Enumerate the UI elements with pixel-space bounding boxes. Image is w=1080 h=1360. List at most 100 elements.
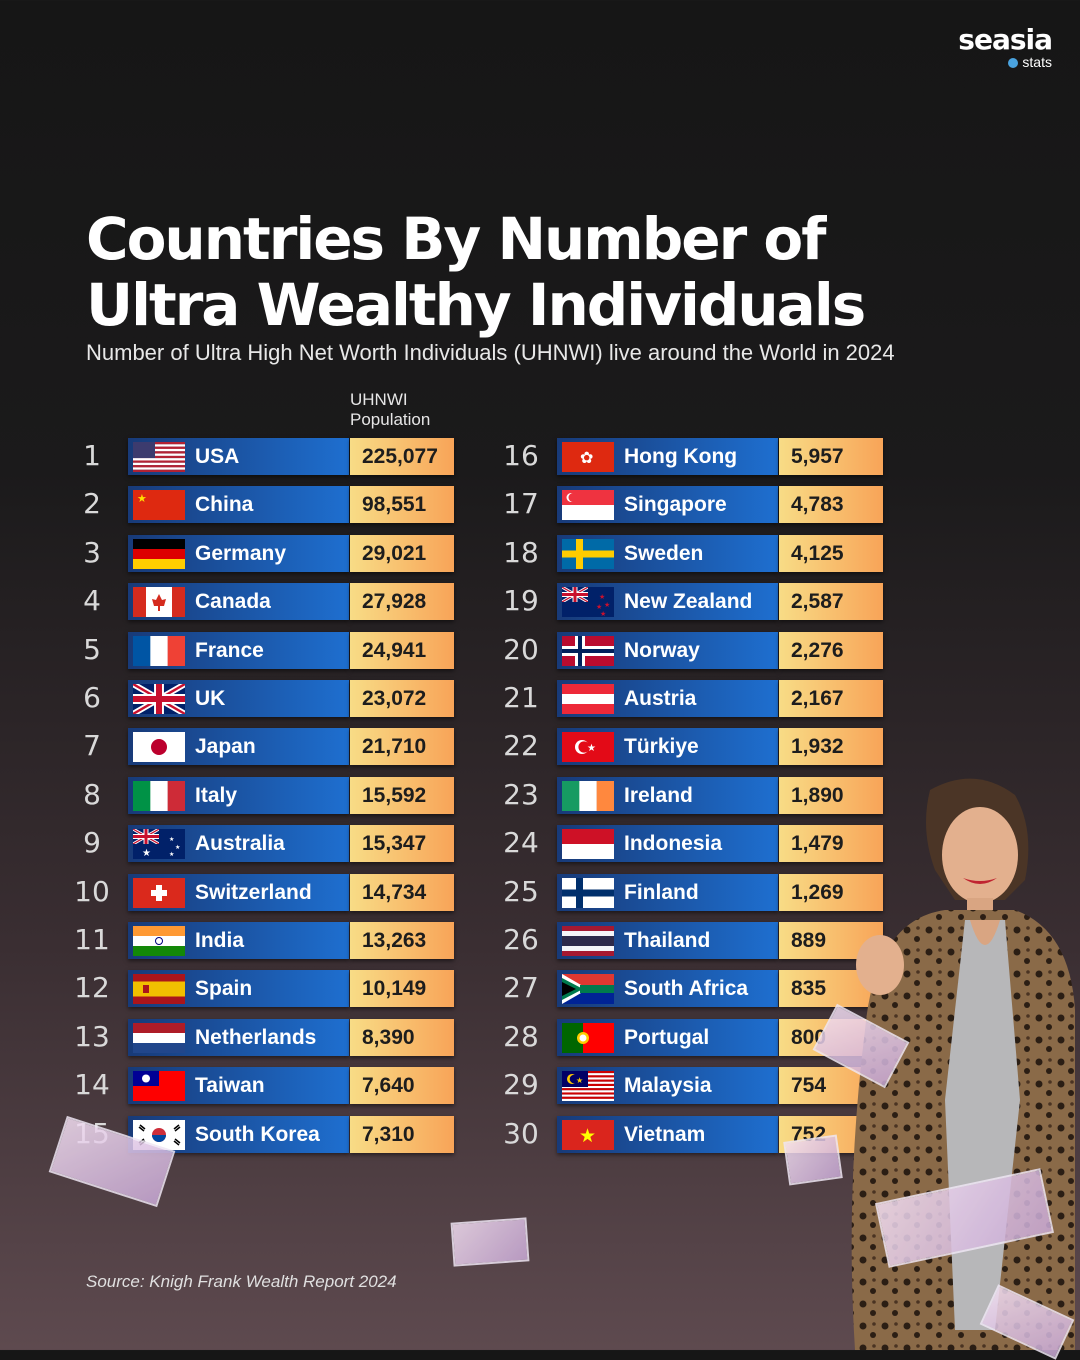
value-bar: 7,310 <box>350 1115 454 1153</box>
uhnwi-value: 1,932 <box>791 735 844 759</box>
svg-text:★: ★ <box>576 1076 583 1085</box>
country-bar: Netherlands <box>128 1018 349 1056</box>
rank-number: 29 <box>503 1068 539 1102</box>
rank-number: 16 <box>503 439 539 472</box>
flag-gb-icon <box>133 684 185 714</box>
flag-fr-icon <box>133 635 185 666</box>
value-bar: 24,941 <box>350 631 454 669</box>
country-name: Ireland <box>624 783 693 807</box>
flag-ca-icon <box>133 587 185 618</box>
flag-nz-icon: ★★★★ <box>562 587 614 618</box>
flag-no-icon <box>562 635 614 666</box>
svg-text:★: ★ <box>579 1126 596 1147</box>
value-bar: 2,587 <box>779 583 883 621</box>
flag-kr-icon <box>133 1119 185 1150</box>
rank-number: 12 <box>74 971 110 1005</box>
country-name: Hong Kong <box>624 445 738 468</box>
svg-text:★: ★ <box>169 851 174 858</box>
source-note: Source: Knigh Frank Wealth Report 2024 <box>86 1272 397 1291</box>
value-bar: 4,125 <box>779 534 883 572</box>
country-bar: Portugal <box>557 1018 778 1056</box>
uhnwi-value: 10,149 <box>362 977 427 1001</box>
country-bar: Canada <box>128 583 349 621</box>
uhnwi-value: 754 <box>791 1074 827 1098</box>
svg-text:★: ★ <box>600 610 606 617</box>
country-bar: ★ Malaysia <box>557 1067 778 1105</box>
uhnwi-value: 14,734 <box>362 880 427 904</box>
country-bar: UK <box>128 680 349 717</box>
flag-jp-icon <box>133 732 185 763</box>
country-bar: Switzerland <box>128 873 349 911</box>
rank-number: 4 <box>83 584 101 618</box>
value-bar: 2,167 <box>779 680 883 717</box>
flag-sg-icon <box>562 490 614 521</box>
uhnwi-value: 5,957 <box>791 445 844 468</box>
rank-number: 24 <box>503 826 539 860</box>
country-name: Sweden <box>624 541 704 565</box>
flag-in-icon <box>133 926 185 956</box>
country-name: China <box>195 493 254 517</box>
country-bar: Ireland <box>557 776 778 814</box>
value-bar: 1,890 <box>779 776 883 814</box>
uhnwi-value: 2,276 <box>791 638 844 662</box>
value-bar: 21,710 <box>350 728 454 766</box>
uhnwi-value: 1,479 <box>791 832 844 856</box>
uhnwi-value: 27,928 <box>362 590 427 614</box>
uhnwi-value: 7,640 <box>362 1074 415 1098</box>
country-bar: Taiwan <box>128 1067 349 1105</box>
brand-sub: stats <box>958 54 1052 70</box>
column-header-line-2: Population <box>350 410 431 429</box>
uhnwi-value: 29,021 <box>362 541 427 565</box>
country-bar: South Korea <box>128 1115 349 1153</box>
value-bar: 225,077 <box>350 438 454 475</box>
uhnwi-value: 24,941 <box>362 638 427 662</box>
value-bar: 15,592 <box>350 776 454 814</box>
rank-number: 27 <box>503 971 539 1005</box>
country-name: Netherlands <box>195 1025 317 1049</box>
value-bar: 15,347 <box>350 825 454 863</box>
rank-number: 13 <box>74 1019 110 1053</box>
country-name: Indonesia <box>624 832 723 856</box>
country-bar: Indonesia <box>557 825 778 863</box>
country-bar: ★ ★ ★ ★ Australia <box>128 825 349 863</box>
uhnwi-value: 835 <box>791 977 827 1001</box>
subtitle: Number of Ultra High Net Worth Individua… <box>86 340 895 365</box>
svg-text:★: ★ <box>604 601 610 609</box>
flag-tr-icon: ★ <box>562 732 614 763</box>
country-name: India <box>195 929 245 952</box>
country-bar: Sweden <box>557 534 778 572</box>
country-bar: ★ China <box>128 486 349 524</box>
country-name: Australia <box>195 832 285 856</box>
banknote <box>450 1217 530 1267</box>
uhnwi-value: 2,587 <box>791 590 844 614</box>
country-bar: France <box>128 631 349 669</box>
country-bar: Finland <box>557 873 778 911</box>
column-header-line-1: UHNWI <box>350 390 408 409</box>
country-name: Singapore <box>624 493 727 517</box>
rank-number: 17 <box>503 487 539 521</box>
flag-au-icon: ★★★★ <box>133 829 185 860</box>
value-bar: 23,072 <box>350 680 454 717</box>
svg-text:✿: ✿ <box>580 450 593 467</box>
country-name: Norway <box>624 638 700 662</box>
country-name: Portugal <box>624 1025 710 1049</box>
rank-number: 8 <box>83 777 101 811</box>
country-name: Canada <box>195 590 271 614</box>
rank-number: 14 <box>74 1068 110 1102</box>
country-bar: ✿ Hong Kong <box>557 438 778 475</box>
uhnwi-value: 13,263 <box>362 929 427 952</box>
flag-it-icon <box>133 780 185 811</box>
rank-number: 5 <box>83 632 101 666</box>
country-name: South Africa <box>624 977 749 1001</box>
value-bar: 4,783 <box>779 486 883 524</box>
rank-number: 26 <box>503 923 539 956</box>
country-name: New Zealand <box>624 590 753 614</box>
country-name: Vietnam <box>624 1122 706 1146</box>
rank-number: 25 <box>503 874 539 908</box>
value-bar: 29,021 <box>350 534 454 572</box>
flag-es-icon <box>133 974 185 1005</box>
rank-number: 9 <box>83 826 101 860</box>
rank-number: 2 <box>83 487 101 521</box>
svg-text:★: ★ <box>175 844 180 851</box>
country-name: Italy <box>195 783 238 807</box>
